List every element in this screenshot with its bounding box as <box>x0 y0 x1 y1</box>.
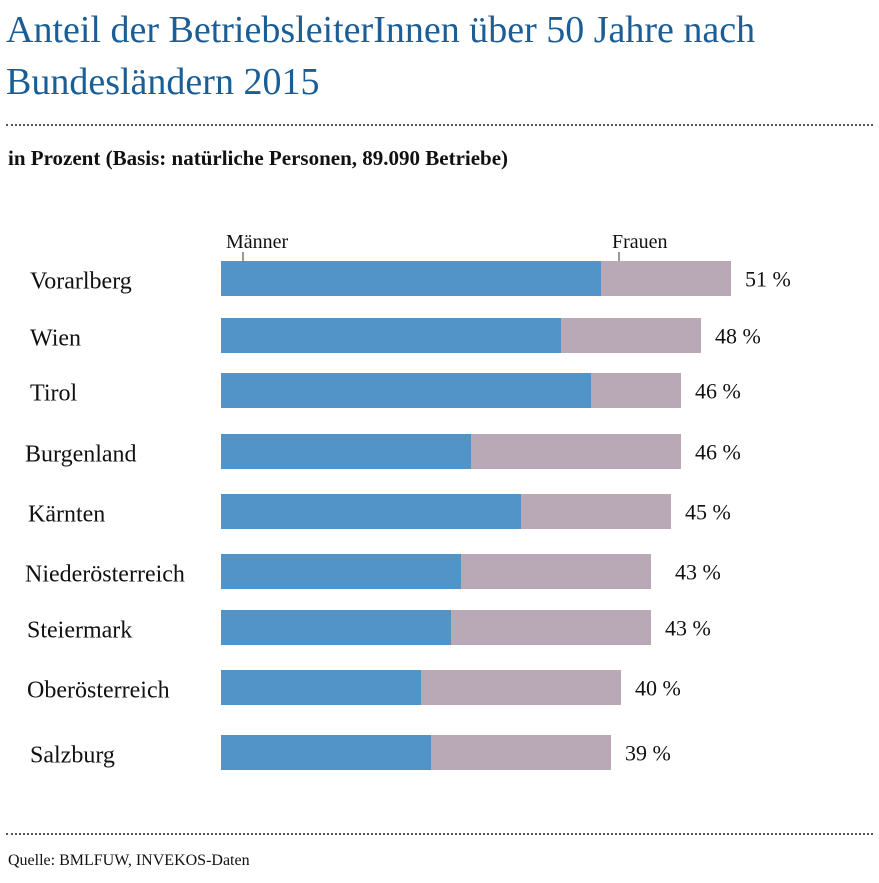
total-label: 45 % <box>685 500 731 525</box>
bar-maenner <box>221 494 521 529</box>
bar-frauen <box>431 735 611 770</box>
total-label: 43 % <box>665 616 711 641</box>
category-label: Kärnten <box>28 502 105 528</box>
divider-top <box>6 124 873 126</box>
category-label: Steiermark <box>27 618 132 644</box>
category-label: Oberösterreich <box>27 678 170 704</box>
bar-frauen <box>451 610 651 645</box>
total-label: 46 % <box>695 379 741 404</box>
total-label: 51 % <box>745 267 791 292</box>
total-label: 43 % <box>675 560 721 585</box>
total-label: 39 % <box>625 741 671 766</box>
total-label: 48 % <box>715 324 761 349</box>
legend-label-frauen: Frauen <box>612 231 668 253</box>
source-note: Quelle: BMLFUW, INVEKOS-Daten <box>8 852 250 869</box>
bar-frauen <box>601 261 731 296</box>
total-label: 46 % <box>695 440 741 465</box>
bar-maenner <box>221 610 451 645</box>
legend-label-maenner: Männer <box>226 231 289 253</box>
divider-bottom <box>6 833 873 835</box>
category-label: Burgenland <box>25 442 137 468</box>
bar-maenner <box>221 670 421 705</box>
bar-maenner <box>221 261 601 296</box>
bar-frauen <box>591 373 681 408</box>
bar-frauen <box>421 670 621 705</box>
bar-frauen <box>471 434 681 469</box>
bar-maenner <box>221 554 461 589</box>
bar-maenner <box>221 318 561 353</box>
category-label: Niederösterreich <box>25 562 185 588</box>
bar-frauen <box>561 318 701 353</box>
category-label: Vorarlberg <box>30 269 132 295</box>
chart-subtitle: in Prozent (Basis: natürliche Personen, … <box>8 146 509 170</box>
bar-maenner <box>221 373 591 408</box>
total-label: 40 % <box>635 676 681 701</box>
bar-maenner <box>221 735 431 770</box>
bar-maenner <box>221 434 471 469</box>
bar-frauen <box>461 554 651 589</box>
category-label: Wien <box>30 326 81 352</box>
bar-frauen <box>521 494 671 529</box>
chart-title: Anteil der BetriebsleiterInnen über 50 J… <box>6 9 756 103</box>
category-label: Tirol <box>30 381 77 407</box>
category-label: Salzburg <box>30 743 115 769</box>
